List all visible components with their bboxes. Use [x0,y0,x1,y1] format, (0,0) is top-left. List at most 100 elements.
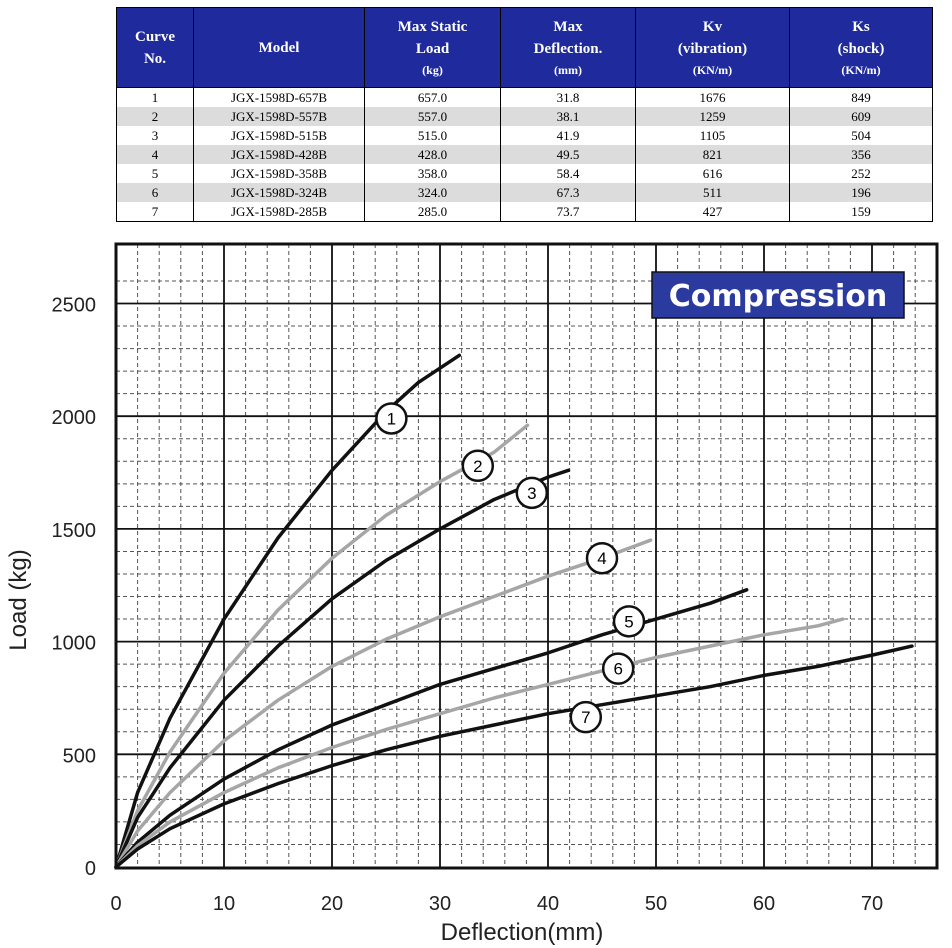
y-tick-label: 2500 [52,295,97,317]
cell-curve-no: 6 [116,183,194,202]
series-line-3 [114,468,571,869]
header-unit: (KN/m) [692,62,733,77]
curve-badge-label-2: 2 [473,457,482,476]
header-label: Model [258,39,300,56]
compression-label: Compression [669,279,887,314]
cell-ks: 252 [789,164,933,183]
curve-badge-label-7: 7 [581,708,590,727]
series-line-4 [114,538,653,869]
plot-frame [114,242,939,870]
x-axis-title: Deflection(mm) [441,919,604,946]
header-curve-no: Curve No. [116,7,194,88]
curve-badge-7 [569,700,603,734]
cell-kv: 511 [635,183,790,202]
spec-table: Curve No. Model Max Static Load (kg) Max … [116,7,933,222]
cell-ks: 849 [789,87,933,107]
cell-kv: 427 [635,202,790,222]
cell-ks: 196 [789,183,933,202]
header-label: Curve No. [135,28,175,67]
y-tick-label: 2000 [52,407,97,429]
cell-curve-no: 1 [116,87,194,107]
compression-annotation: Compression [651,271,905,319]
series-line-1 [114,353,462,869]
header-label: Max Deflection. [533,18,603,57]
curve-badge-label-6: 6 [613,660,622,679]
cell-load: 358.0 [364,164,501,183]
y-tick-label: 1000 [52,633,97,655]
cell-deflection: 58.4 [500,164,636,183]
cell-load: 515.0 [364,126,501,145]
y-axis-title: Load (kg) [5,549,32,650]
cell-curve-no: 5 [116,164,194,183]
curve-badge-6 [601,652,635,685]
header-max-static-load: Max Static Load (kg) [364,7,501,88]
cell-deflection: 49.5 [500,145,636,164]
header-unit: (KN/m) [841,62,881,77]
x-tick-label: 70 [861,893,883,915]
series-line-2 [114,423,530,869]
cell-kv: 616 [635,164,790,183]
load-deflection-chart: 1 2 3 4 5 6 7 0 10 20 30 40 50 60 70 0 500 1000 1500 2000 2… [5,242,939,946]
curve-badge-1 [375,402,408,435]
x-tick-label: 60 [753,893,775,915]
cell-load: 657.0 [364,87,501,107]
series-line-7 [114,644,914,869]
cell-deflection: 38.1 [500,107,636,126]
y-tick-label: 0 [85,858,96,880]
curve-badges: 1 2 3 4 5 6 7 [375,402,646,734]
cell-model: JGX-1598D-324B [193,183,365,202]
cell-curve-no: 3 [116,126,194,145]
table-row: 1 JGX-1598D-657B 657.0 31.8 1676 849 [116,87,933,107]
cell-ks: 356 [789,145,933,164]
cell-model: JGX-1598D-358B [193,164,365,183]
cell-curve-no: 2 [116,107,194,126]
cell-ks: 504 [789,126,933,145]
table-row: 7 JGX-1598D-285B 285.0 73.7 427 159 [116,202,933,222]
curve-badge-label-4: 4 [597,549,606,568]
cell-load: 428.0 [364,145,501,164]
x-tick-label: 0 [110,893,121,915]
header-unit: (mm) [554,62,582,77]
cell-model: JGX-1598D-428B [193,145,365,164]
cell-model: JGX-1598D-557B [193,107,365,126]
cell-ks: 609 [789,107,933,126]
header-model: Model [193,7,365,88]
cell-kv: 1259 [635,107,790,126]
cell-deflection: 31.8 [500,87,636,107]
x-tick-label: 20 [321,893,343,915]
cell-kv: 1676 [635,87,790,107]
cell-deflection: 67.3 [500,183,636,202]
curve-badge-2 [461,449,495,483]
cell-kv: 821 [635,145,790,164]
curve-badge-4 [585,541,619,575]
x-tick-label: 10 [213,893,235,915]
header-label: Ks (shock) [837,18,885,57]
header-label: Kv (vibration) [677,18,748,57]
table-row: 3 JGX-1598D-515B 515.0 41.9 1105 504 [116,126,933,145]
chart-series [114,353,914,869]
cell-model: JGX-1598D-515B [193,126,365,145]
curve-badge-3 [515,476,549,510]
cell-kv: 1105 [635,126,790,145]
curve-badge-5 [612,605,646,638]
x-tick-label: 40 [537,893,559,915]
header-unit: (kg) [422,62,443,77]
series-line-6 [114,617,845,869]
header-kv: Kv (vibration) (KN/m) [635,7,790,88]
curve-badge-label-1: 1 [387,409,396,428]
cell-ks: 159 [789,202,933,222]
compression-box [651,271,905,319]
table-header-row: Curve No. Model Max Static Load (kg) Max … [116,7,933,88]
header-ks: Ks (shock) (KN/m) [789,7,933,88]
cell-load: 285.0 [364,202,501,222]
chart-grid [116,244,937,868]
header-label: Max Static Load [397,18,468,57]
x-tick-label: 30 [429,893,451,915]
cell-model: JGX-1598D-657B [193,87,365,107]
cell-load: 324.0 [364,183,501,202]
series-line-5 [114,588,749,869]
curve-badge-label-5: 5 [624,612,633,631]
cell-deflection: 41.9 [500,126,636,145]
cell-model: JGX-1598D-285B [193,202,365,222]
x-tick-label: 50 [645,893,667,915]
